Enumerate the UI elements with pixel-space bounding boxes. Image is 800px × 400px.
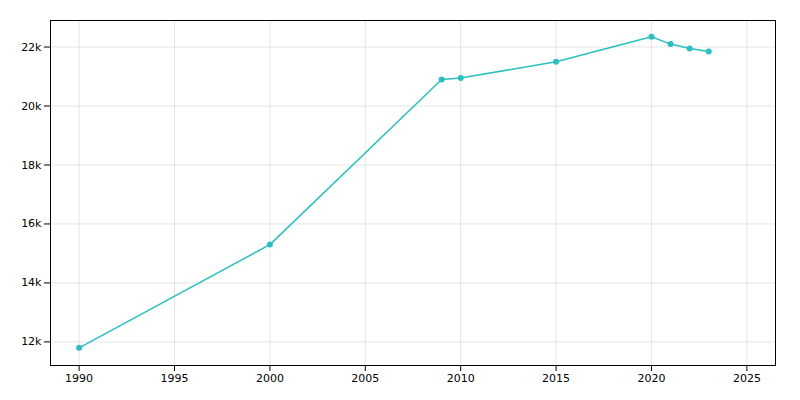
svg-text:14k: 14k <box>21 276 42 289</box>
svg-text:22k: 22k <box>21 41 42 54</box>
svg-text:1990: 1990 <box>65 372 93 385</box>
svg-text:2005: 2005 <box>351 372 379 385</box>
svg-text:2010: 2010 <box>447 372 475 385</box>
svg-text:18k: 18k <box>21 159 42 172</box>
svg-text:12k: 12k <box>21 335 42 348</box>
svg-text:2025: 2025 <box>733 372 761 385</box>
svg-text:1995: 1995 <box>161 372 189 385</box>
svg-text:16k: 16k <box>21 217 42 230</box>
svg-text:20k: 20k <box>21 100 42 113</box>
svg-text:2015: 2015 <box>542 372 570 385</box>
svg-text:2020: 2020 <box>637 372 665 385</box>
svg-text:2000: 2000 <box>256 372 284 385</box>
